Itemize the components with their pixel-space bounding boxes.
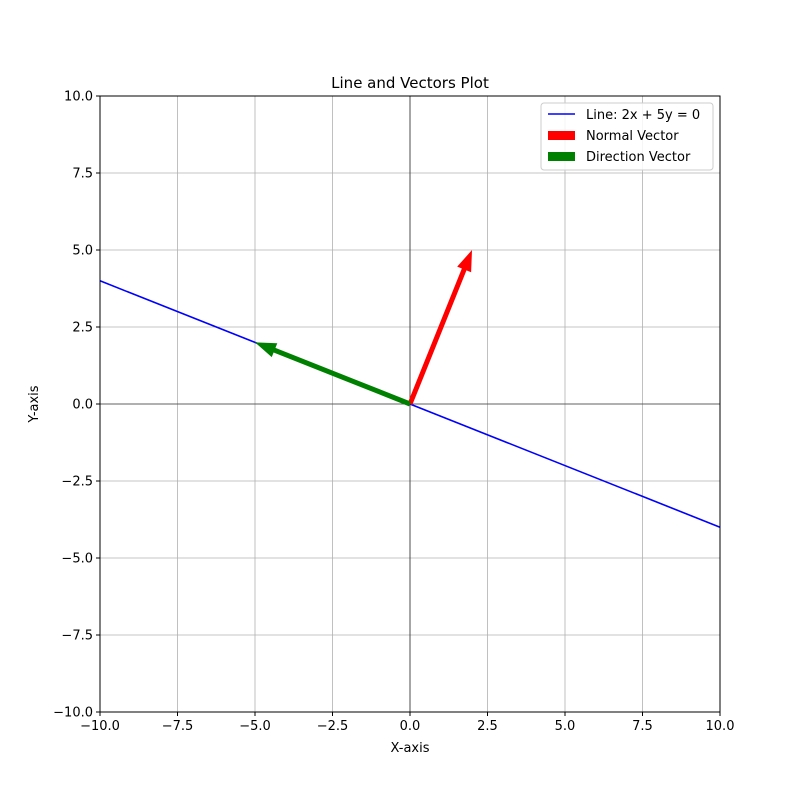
x-tick-label: 7.5 [632, 719, 653, 734]
x-tick-label: 2.5 [477, 719, 498, 734]
legend-box [540, 102, 714, 171]
legend-normal-swatch [548, 131, 575, 140]
direction-vector-arrow [255, 342, 411, 407]
chart-title: Line and Vectors Plot [331, 74, 489, 92]
normal-vector-arrow [407, 250, 472, 405]
y-tick-label: 10.0 [64, 90, 93, 105]
legend-label-line: Line: 2x + 5y = 0 [586, 108, 700, 123]
y-tick-label: −2.5 [61, 475, 93, 490]
legend-label-normal: Normal Vector [586, 129, 679, 144]
data-layer [99, 250, 721, 528]
x-tick-label: −2.5 [317, 719, 349, 734]
x-tick-label: 10.0 [706, 719, 735, 734]
x-tick-label: −10.0 [80, 719, 120, 734]
x-axis-label: X-axis [391, 741, 430, 756]
x-tick-label: 5.0 [555, 719, 576, 734]
legend-label-direction: Direction Vector [586, 150, 691, 165]
y-tick-label: 2.5 [72, 321, 93, 336]
legend: Line: 2x + 5y = 0 Normal Vector Directio… [540, 102, 714, 171]
y-tick-label: 0.0 [72, 398, 93, 413]
y-tick-label: 7.5 [72, 167, 93, 182]
legend-direction-swatch [548, 152, 575, 161]
y-axis-label: Y-axis [27, 385, 42, 423]
x-tick-label: −7.5 [162, 719, 194, 734]
x-tick-label: 0.0 [400, 719, 421, 734]
y-tick-label: −7.5 [61, 629, 93, 644]
y-tick-label: −5.0 [61, 552, 93, 567]
ticks: −10.0 −7.5 −5.0 −2.5 0.0 2.5 5.0 7.5 10.0 −10.0 −7… [53, 90, 734, 735]
y-tick-label: 5.0 [72, 244, 93, 259]
y-tick-label: −10.0 [53, 706, 93, 721]
x-tick-label: −5.0 [239, 719, 271, 734]
